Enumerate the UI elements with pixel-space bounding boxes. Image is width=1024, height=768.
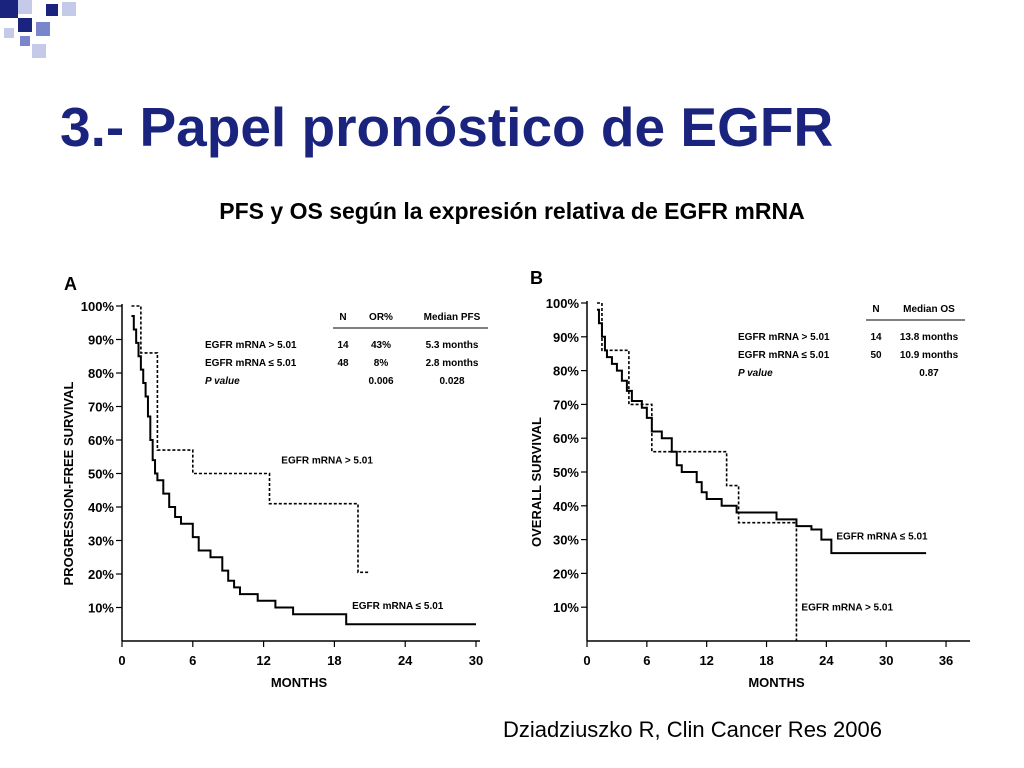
stats-table: N OR% Median PFS EGFR mRNA > 5.01 14 43% 5.3 m… xyxy=(205,312,488,387)
x-tick-label: 6 xyxy=(643,653,650,668)
y-tick-label: 10% xyxy=(88,601,114,616)
y-tick-label: 100% xyxy=(81,299,115,314)
x-tick-label: 30 xyxy=(469,653,483,668)
table-row-label: EGFR mRNA ≤ 5.01 xyxy=(205,358,297,369)
panel-label: B xyxy=(530,268,543,288)
citation: Dziadziuszko R, Clin Cancer Res 2006 xyxy=(502,717,882,742)
x-tick-label: 24 xyxy=(398,653,413,668)
x-tick-label: 18 xyxy=(327,653,341,668)
table-cell: 43% xyxy=(371,340,391,351)
y-tick-label: 90% xyxy=(553,330,579,345)
deco-square xyxy=(4,28,14,38)
slide-subtitle: PFS y OS según la expresión relativa de … xyxy=(219,198,805,224)
deco-square xyxy=(18,0,32,14)
stats-table: N Median OS EGFR mRNA > 5.01 14 13.8 months E… xyxy=(738,304,965,379)
y-tick-label: 40% xyxy=(553,499,579,514)
panel-label: A xyxy=(64,274,77,294)
table-cell: 8% xyxy=(374,358,389,369)
y-tick-label: 80% xyxy=(88,366,114,381)
table-row-label: EGFR mRNA > 5.01 xyxy=(205,340,297,351)
table-header: Median PFS xyxy=(424,312,481,323)
series-line-low-egfr xyxy=(596,308,927,555)
table-cell: 5.3 months xyxy=(426,340,479,351)
table-cell: 14 xyxy=(337,340,349,351)
table-row-label: EGFR mRNA > 5.01 xyxy=(738,332,830,343)
table-cell: 2.8 months xyxy=(426,358,479,369)
table-header: Median OS xyxy=(903,304,955,315)
x-tick-label: 36 xyxy=(939,653,953,668)
chart-panel-a: A 10% 20% 30% 40% 50% 60% 70% 80% 90% 100% 0 6 12 18 24… xyxy=(61,274,488,690)
y-tick-label: 90% xyxy=(88,333,114,348)
y-tick-label: 20% xyxy=(88,567,114,582)
y-tick-label: 100% xyxy=(546,296,580,311)
x-tick-label: 24 xyxy=(819,653,834,668)
y-tick-label: 60% xyxy=(88,433,114,448)
deco-square xyxy=(36,22,50,36)
y-tick-label: 30% xyxy=(88,534,114,549)
table-cell: 50 xyxy=(870,350,882,361)
table-cell: 0.87 xyxy=(919,368,939,379)
series-annotation: EGFR mRNA ≤ 5.01 xyxy=(836,532,928,543)
deco-square xyxy=(62,2,76,16)
x-axis-label: MONTHS xyxy=(748,675,805,690)
deco-square xyxy=(20,36,30,46)
y-tick-label: 20% xyxy=(553,566,579,581)
table-header: N xyxy=(872,304,879,315)
x-tick-label: 30 xyxy=(879,653,893,668)
y-tick-label: 30% xyxy=(553,533,579,548)
y-tick-label: 50% xyxy=(553,465,579,480)
table-cell: 10.9 months xyxy=(900,350,959,361)
y-axis-label: PROGRESSION-FREE SURVIVAL xyxy=(61,381,76,585)
series-line-low-egfr xyxy=(131,315,476,626)
table-cell: 13.8 months xyxy=(900,332,959,343)
table-cell: 48 xyxy=(337,358,349,369)
table-row-label: EGFR mRNA ≤ 5.01 xyxy=(738,350,830,361)
y-tick-label: 10% xyxy=(553,600,579,615)
series-annotation: EGFR mRNA > 5.01 xyxy=(281,455,373,466)
y-tick-label: 80% xyxy=(553,364,579,379)
y-tick-label: 70% xyxy=(553,397,579,412)
slide-title: 3.- Papel pronóstico de EGFR xyxy=(60,96,834,158)
y-axis-label: OVERALL SURVIVAL xyxy=(529,417,544,547)
series-annotation: EGFR mRNA > 5.01 xyxy=(801,603,893,614)
y-tick-label: 70% xyxy=(88,400,114,415)
table-row-label: P value xyxy=(205,376,240,387)
x-tick-label: 6 xyxy=(189,653,196,668)
x-tick-label: 18 xyxy=(759,653,773,668)
y-tick-label: 50% xyxy=(88,467,114,482)
table-header: N xyxy=(339,312,346,323)
x-tick-label: 12 xyxy=(256,653,270,668)
table-cell: 14 xyxy=(870,332,882,343)
chart-panel-b: B 10% 20% 30% 40% 50% 60% 70% 80% 90% 100% 0 6 12 18 24… xyxy=(529,268,970,690)
deco-square xyxy=(46,4,58,16)
y-tick-label: 60% xyxy=(553,431,579,446)
deco-square xyxy=(18,18,32,32)
table-cell: 0.006 xyxy=(368,376,393,387)
table-cell: 0.028 xyxy=(439,376,464,387)
series-annotation: EGFR mRNA ≤ 5.01 xyxy=(352,601,444,612)
deco-square xyxy=(0,0,18,18)
series-line-high-egfr xyxy=(131,305,370,574)
y-tick-label: 40% xyxy=(88,500,114,515)
slide-decoration xyxy=(0,0,76,58)
deco-square xyxy=(32,44,46,58)
x-axis-label: MONTHS xyxy=(271,675,328,690)
table-header: OR% xyxy=(369,312,393,323)
survival-charts: A 10% 20% 30% 40% 50% 60% 70% 80% 90% 100% 0 6 12 18 24… xyxy=(61,268,970,690)
x-tick-label: 0 xyxy=(583,653,590,668)
x-tick-label: 12 xyxy=(699,653,713,668)
series-line-high-egfr xyxy=(596,302,798,641)
table-row-label: P value xyxy=(738,368,773,379)
x-tick-label: 0 xyxy=(118,653,125,668)
